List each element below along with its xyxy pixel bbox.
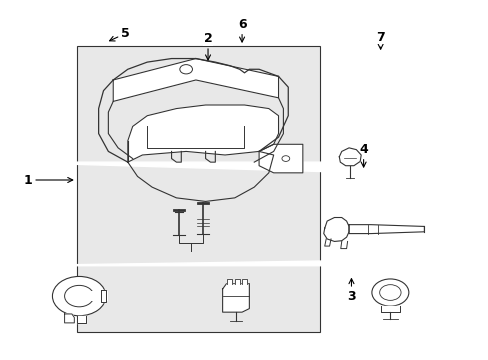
Polygon shape (101, 290, 106, 302)
Text: 1: 1 (24, 174, 73, 186)
Circle shape (371, 279, 408, 306)
Polygon shape (77, 316, 86, 323)
Circle shape (180, 64, 192, 74)
Polygon shape (348, 225, 424, 234)
Polygon shape (127, 105, 278, 162)
Circle shape (64, 285, 94, 307)
Polygon shape (324, 239, 330, 246)
Polygon shape (234, 279, 239, 284)
Text: 5: 5 (109, 27, 129, 41)
Text: 4: 4 (359, 143, 367, 167)
Polygon shape (1, 158, 488, 266)
Bar (91, 291, 108, 301)
Polygon shape (259, 144, 302, 173)
Polygon shape (227, 279, 232, 284)
Polygon shape (340, 242, 347, 249)
Polygon shape (242, 279, 246, 284)
Circle shape (52, 276, 106, 316)
Polygon shape (380, 306, 399, 312)
Circle shape (282, 156, 289, 161)
Circle shape (379, 285, 400, 300)
Polygon shape (64, 314, 74, 323)
Text: 7: 7 (375, 31, 384, 49)
Polygon shape (323, 217, 348, 242)
Polygon shape (339, 148, 361, 166)
Text: 6: 6 (237, 18, 246, 42)
Polygon shape (222, 284, 249, 312)
Bar (77, 46, 319, 332)
Polygon shape (1, 152, 488, 202)
Text: 3: 3 (346, 279, 355, 303)
Polygon shape (113, 59, 278, 102)
Text: 2: 2 (203, 32, 212, 60)
